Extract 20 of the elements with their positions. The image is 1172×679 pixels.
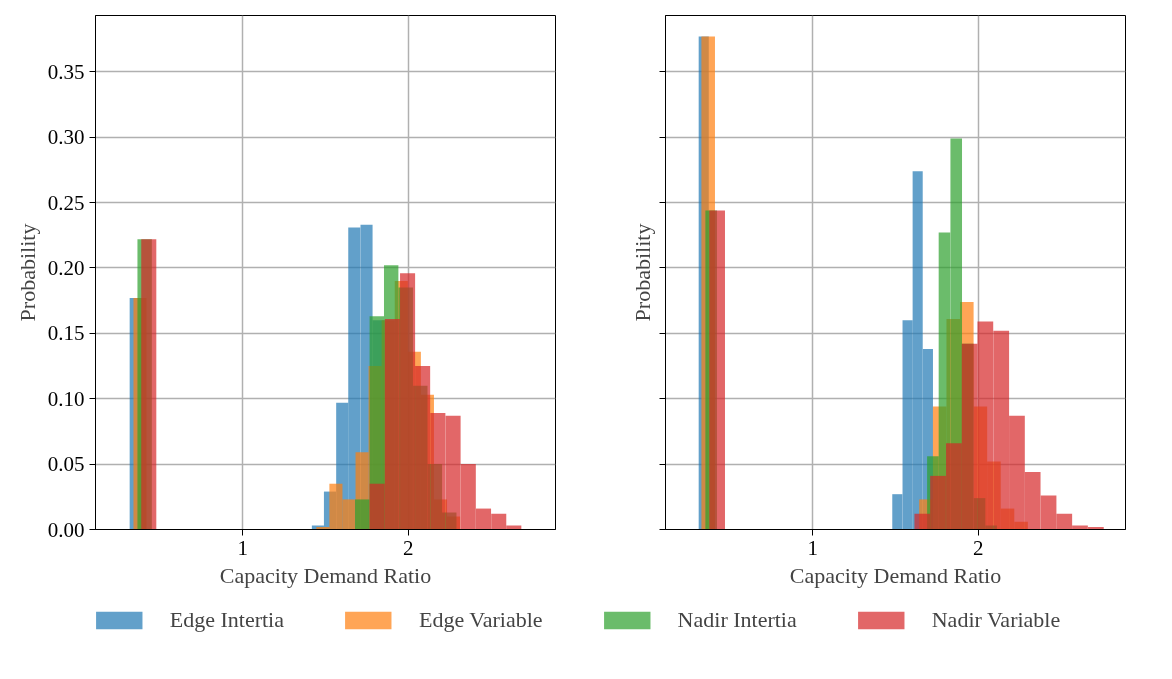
x-tick-label: 2 <box>972 535 984 560</box>
x-tick-label: 2 <box>402 535 414 560</box>
x-tick-label: 1 <box>807 535 819 560</box>
x-tick-label: 1 <box>237 535 249 560</box>
y-tick-label: 0.05 <box>47 452 85 477</box>
y-tick-label: 0.25 <box>47 190 85 215</box>
y-tick-label: 0.00 <box>47 517 85 542</box>
y-axis-title: Probability <box>14 223 40 322</box>
legend-label: Edge Intertia <box>169 607 285 633</box>
y-tick-label: 0.35 <box>47 59 85 84</box>
y-tick-label: 0.20 <box>47 255 85 280</box>
legend-label: Edge Variable <box>419 607 543 633</box>
y-axis-title: Probability <box>629 223 655 322</box>
x-axis-title: Capacity Demand Ratio <box>789 562 1002 588</box>
y-tick-label: 0.30 <box>47 125 85 150</box>
y-tick-label: 0.10 <box>47 386 85 411</box>
y-tick-label: 0.15 <box>47 321 85 346</box>
legend-label: Nadir Variable <box>931 607 1061 633</box>
legend-label: Nadir Intertia <box>677 607 797 633</box>
x-axis-title: Capacity Demand Ratio <box>219 562 432 588</box>
